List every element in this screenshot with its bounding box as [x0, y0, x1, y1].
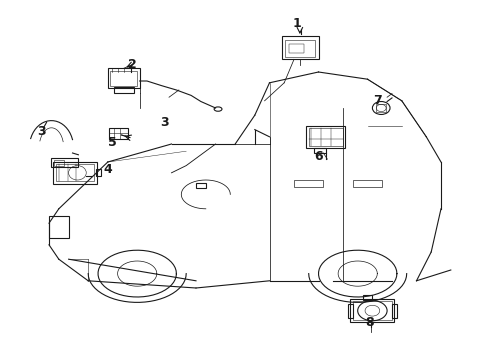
Bar	[353, 301, 392, 320]
Text: 6: 6	[314, 150, 323, 163]
Bar	[51, 158, 78, 167]
Text: 1: 1	[292, 17, 301, 30]
Text: 4: 4	[103, 163, 112, 176]
Bar	[56, 164, 94, 181]
Text: 8: 8	[366, 316, 374, 329]
Bar	[109, 128, 128, 139]
Bar	[294, 180, 323, 187]
Text: 2: 2	[128, 58, 137, 71]
Bar	[108, 68, 140, 88]
Bar	[49, 216, 69, 238]
Bar	[376, 104, 386, 112]
Bar	[363, 295, 372, 300]
Bar	[54, 160, 64, 166]
Bar	[350, 299, 394, 322]
Bar	[353, 180, 382, 187]
Bar	[110, 71, 137, 86]
Text: 3: 3	[37, 125, 46, 138]
Bar	[53, 162, 97, 184]
Bar	[314, 148, 326, 153]
Bar	[392, 304, 397, 318]
Bar	[289, 44, 304, 53]
Bar	[96, 169, 101, 176]
Bar	[114, 87, 134, 93]
Bar	[285, 40, 315, 57]
Bar	[196, 183, 206, 188]
Bar	[282, 36, 319, 59]
Bar	[306, 126, 345, 148]
Text: 3: 3	[160, 116, 169, 129]
Bar	[348, 304, 353, 318]
Text: 5: 5	[108, 136, 117, 149]
Text: 7: 7	[373, 94, 382, 107]
Bar	[309, 128, 343, 146]
